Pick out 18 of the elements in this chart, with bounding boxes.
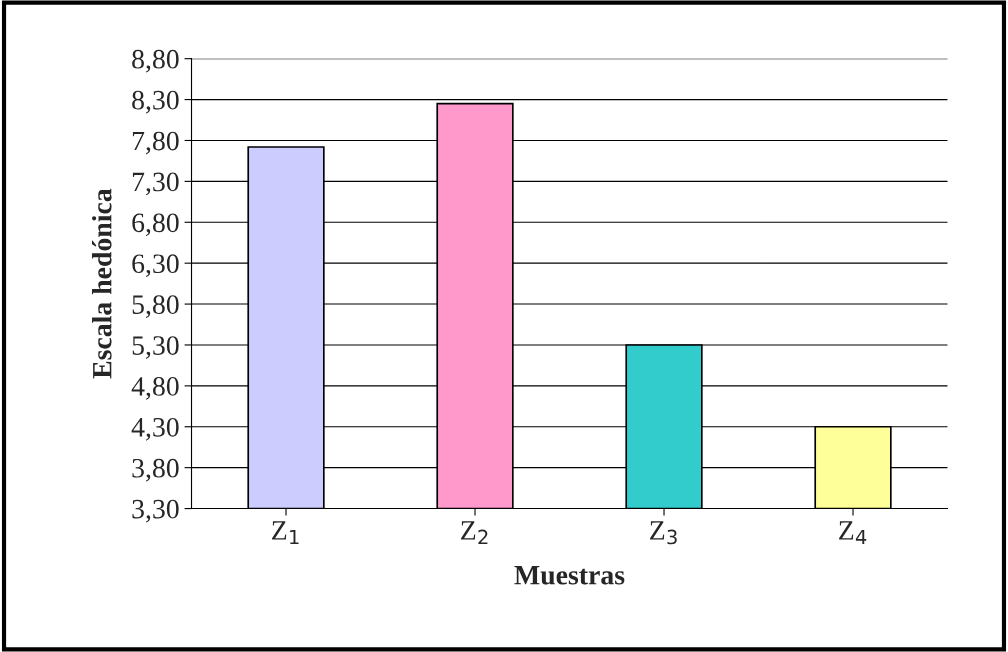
- y-axis-title: Escala hedónica: [92, 188, 112, 379]
- x-tick-label: Z$_{4}$: [839, 521, 867, 545]
- y-tick-label: 4,80: [131, 377, 179, 400]
- y-tick-label: 4,30: [131, 417, 179, 441]
- y-tick-label: 7,80: [132, 131, 179, 155]
- y-tick-label: 6,80: [132, 213, 179, 237]
- x-tick-label: Z$_{3}$: [650, 521, 677, 545]
- y-tick-label: 7,30: [132, 172, 179, 196]
- y-tick-label: 8,80: [132, 49, 179, 73]
- y-tick-label: 8,30: [132, 90, 179, 114]
- x-axis-title: Muestras: [514, 566, 625, 585]
- x-tick-label: Z$_{2}$: [461, 521, 488, 545]
- y-tick-label: 5,80: [132, 295, 179, 318]
- y-tick-label: 3,80: [132, 458, 179, 482]
- x-tick-label: Z$_{1}$: [272, 521, 299, 545]
- y-tick-label: 5,30: [132, 336, 179, 359]
- y-tick-label: 6,30: [132, 254, 179, 278]
- y-tick-label: 3,30: [132, 499, 179, 523]
